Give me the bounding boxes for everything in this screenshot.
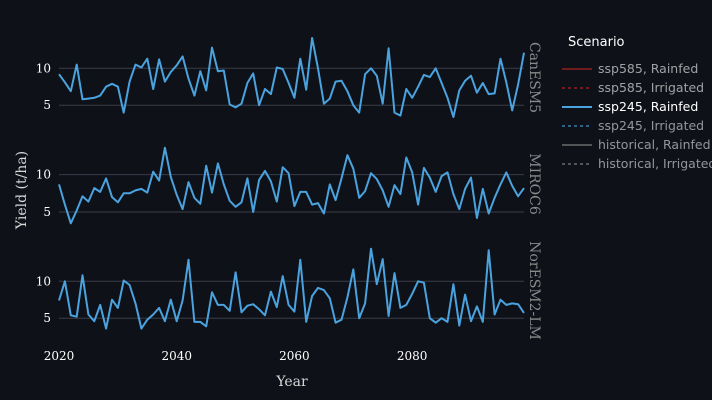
facet-panel-noresm2-lm: 5 10 NorESM2-LM (36, 241, 542, 340)
facet-panel-miroc6: 5 10 MIROC6 (36, 146, 542, 225)
series-line-noresm2-lm (58, 247, 525, 330)
legend-title: Scenario (568, 35, 625, 50)
y-tick-label: 10 (36, 274, 51, 288)
legend-label: historical, Irrigated (598, 156, 712, 171)
chart-panels: 5 10 CanESM5 5 10 MIROC6 5 10 NorESM2-LM (36, 37, 542, 340)
legend-entry[interactable]: historical, Rainfed (562, 137, 711, 152)
legend-label: ssp245, Rainfed (598, 99, 698, 114)
legend-label: ssp585, Irrigated (598, 80, 704, 95)
facet-panel-canesm5: 5 10 CanESM5 (36, 37, 542, 118)
legend-label: historical, Rainfed (598, 137, 711, 152)
x-axis-ticks: 2020 2040 2060 2080 (44, 349, 428, 363)
y-tick-label: 10 (36, 168, 51, 182)
facet-label: MIROC6 (526, 153, 542, 215)
x-tick-label: 2060 (279, 349, 310, 363)
legend-entry[interactable]: ssp585, Irrigated (562, 80, 704, 95)
y-tick-label: 10 (36, 61, 51, 75)
legend-entry[interactable]: ssp245, Rainfed (562, 99, 698, 114)
y-tick-label: 5 (43, 311, 51, 325)
series-line-miroc6 (58, 146, 525, 225)
y-axis-title: Yield (t/ha) (14, 151, 30, 230)
x-tick-label: 2080 (397, 349, 428, 363)
facet-label: NorESM2-LM (526, 241, 542, 340)
legend-entries: ssp585, Rainfed ssp585, Irrigated ssp245, … (562, 61, 712, 171)
legend-label: ssp585, Rainfed (598, 61, 698, 76)
x-tick-label: 2040 (161, 349, 192, 363)
legend: Scenario ssp585, Rainfed ssp585, Irrigate… (562, 35, 712, 171)
legend-entry[interactable]: ssp245, Irrigated (562, 118, 704, 133)
legend-label: ssp245, Irrigated (598, 118, 704, 133)
y-tick-label: 5 (43, 205, 51, 219)
series-line-canesm5 (58, 37, 525, 118)
y-tick-label: 5 (43, 98, 51, 112)
x-axis-title: Year (275, 374, 308, 390)
x-tick-label: 2020 (44, 349, 75, 363)
legend-entry[interactable]: historical, Irrigated (562, 156, 712, 171)
legend-entry[interactable]: ssp585, Rainfed (562, 61, 698, 76)
facet-label: CanESM5 (526, 42, 542, 113)
